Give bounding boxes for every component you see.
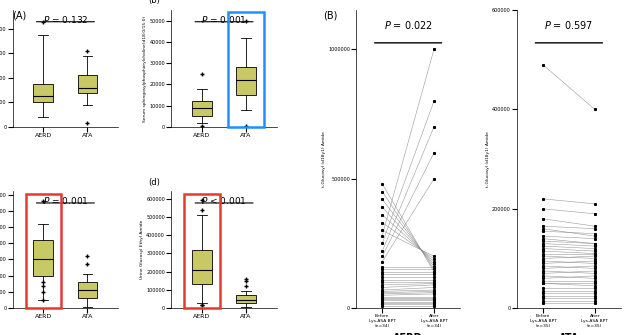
- PathPatch shape: [78, 282, 97, 298]
- Text: (b): (b): [148, 0, 160, 5]
- PathPatch shape: [78, 75, 97, 92]
- Text: $\it{P}$ = 0.001: $\it{P}$ = 0.001: [43, 195, 88, 206]
- Text: $\it{P}$ = 0.132: $\it{P}$ = 0.132: [43, 13, 88, 24]
- Y-axis label: t-Glucosyl (d18y1) Amide: t-Glucosyl (d18y1) Amide: [322, 131, 326, 187]
- Bar: [228, 12, 264, 127]
- PathPatch shape: [33, 84, 53, 103]
- PathPatch shape: [192, 102, 212, 116]
- Text: $\it{P}$ = 0.022: $\it{P}$ = 0.022: [384, 19, 433, 31]
- Y-axis label: Serum sphingosylphosphorylcholine(d18:0/15:0): Serum sphingosylphosphorylcholine(d18:0/…: [143, 15, 147, 122]
- Text: (A): (A): [13, 10, 27, 20]
- PathPatch shape: [236, 67, 256, 95]
- Bar: [26, 194, 61, 308]
- Text: $\it{P}$ = 0.597: $\it{P}$ = 0.597: [544, 19, 593, 31]
- X-axis label: AERD: AERD: [393, 333, 423, 335]
- Text: $\it{P}$ = 0.001: $\it{P}$ = 0.001: [201, 13, 247, 24]
- Text: $\it{P}$ < 0.001: $\it{P}$ < 0.001: [201, 195, 247, 206]
- X-axis label: ATA: ATA: [559, 333, 579, 335]
- Text: (B): (B): [323, 10, 337, 20]
- Bar: [184, 194, 219, 308]
- PathPatch shape: [236, 295, 256, 303]
- Y-axis label: Urine Glucosyl Ethyl Amide: Urine Glucosyl Ethyl Amide: [140, 220, 144, 279]
- Text: (a): (a): [0, 0, 1, 5]
- PathPatch shape: [192, 250, 212, 284]
- PathPatch shape: [33, 240, 53, 276]
- Text: (d): (d): [148, 178, 160, 187]
- Y-axis label: t-Glucosyl (d18y1) Amide: t-Glucosyl (d18y1) Amide: [486, 131, 490, 187]
